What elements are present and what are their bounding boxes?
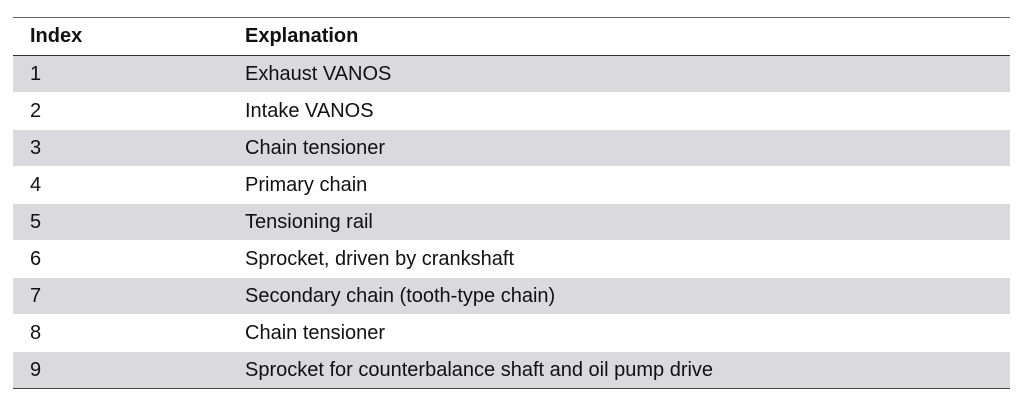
explanation-cell: Intake VANOS [228,92,1010,130]
explanation-cell: Exhaust VANOS [228,55,1010,93]
index-cell: 5 [13,203,228,241]
table-row: 9 Sprocket for counterbalance shaft and o… [13,351,1010,389]
table-row: 6 Sprocket, driven by crankshaft [13,240,1010,278]
table-row: 4 Primary chain [13,166,1010,204]
header-row: Index Explanation [13,17,1010,56]
index-cell: 3 [13,129,228,167]
index-cell: 2 [13,92,228,130]
index-cell: 1 [13,55,228,93]
index-cell: 9 [13,351,228,389]
header-cell: Index [13,17,228,56]
header-cell: Explanation [228,17,1010,56]
table-row: 5 Tensioning rail [13,203,1010,241]
explanation-cell: Sprocket, driven by crankshaft [228,240,1010,278]
table-row: 2 Intake VANOS [13,92,1010,130]
table-row: 7 Secondary chain (tooth-type chain) [13,277,1010,315]
explanation-cell: Primary chain [228,166,1010,204]
index-cell: 8 [13,314,228,352]
explanation-cell: Sprocket for counterbalance shaft and oi… [228,351,1010,389]
index-cell: 4 [13,166,228,204]
explanation-cell: Tensioning rail [228,203,1010,241]
explanation-cell: Chain tensioner [228,314,1010,352]
index-cell: 7 [13,277,228,315]
explanation-cell: Secondary chain (tooth-type chain) [228,277,1010,315]
table-row: 1 Exhaust VANOS [13,55,1010,93]
table-row: 8 Chain tensioner [13,314,1010,352]
table: Index Explanation 1 Exhaust VANOS 2 Intake … [13,17,1010,389]
table-row: 3 Chain tensioner [13,129,1010,167]
table-body: 1 Exhaust VANOS 2 Intake VANOS 3 Chain tensio… [13,55,1010,389]
explanation-cell: Chain tensioner [228,129,1010,167]
index-cell: 6 [13,240,228,278]
